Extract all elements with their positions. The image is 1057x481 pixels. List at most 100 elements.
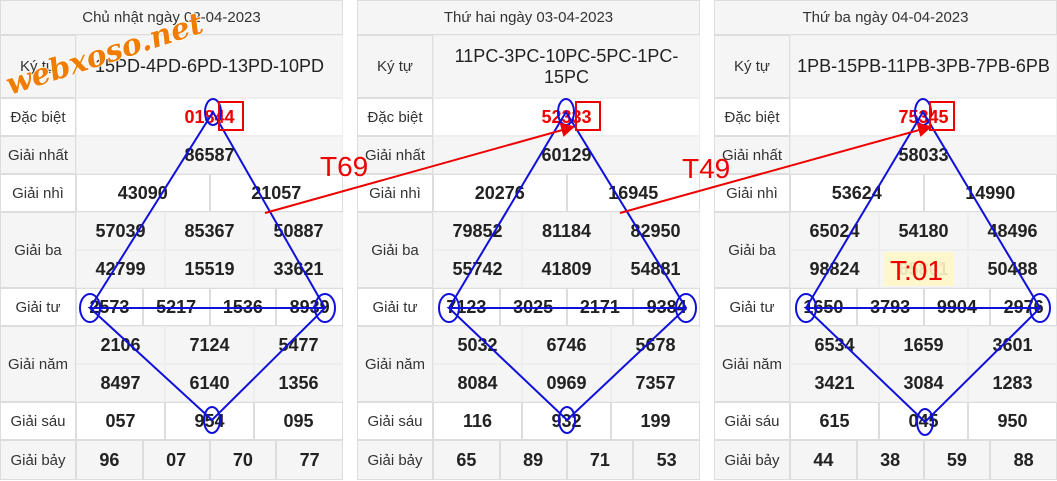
row-label: Giải bảy <box>0 440 76 480</box>
prize-number: 116 <box>433 402 522 440</box>
prize-number: 79852 <box>433 212 522 250</box>
prize-number: 15519 <box>165 250 254 288</box>
annotation: T49 <box>682 153 730 184</box>
prize-number: 59 <box>923 440 991 480</box>
row-label: Giải bảy <box>714 440 790 480</box>
row-label: Giải tư <box>714 288 790 326</box>
prize-number: 42799 <box>76 250 165 288</box>
prize-number: 1356 <box>254 364 343 402</box>
row-label: Giải nhì <box>714 174 790 212</box>
row-label: Giải sáu <box>714 402 790 440</box>
prize-number: 53624 <box>790 174 924 212</box>
prize-number: 5678 <box>611 326 700 364</box>
row-label: Giải nhất <box>714 136 790 174</box>
prize-number: 85367 <box>165 212 254 250</box>
row-label: Giải ba <box>714 212 790 288</box>
prize-number: 48496 <box>968 212 1057 250</box>
table-header: Thứ ba ngày 04-04-2023 <box>714 0 1057 35</box>
prize-number: 53 <box>633 440 700 480</box>
row-label: Giải năm <box>357 326 433 402</box>
prize-number: 96 <box>76 440 143 480</box>
row-label: Đặc biệt <box>714 98 790 136</box>
prize-number: 20276 <box>433 174 567 212</box>
prize-number: 70 <box>209 440 277 480</box>
prize-number: 1659 <box>879 326 968 364</box>
row-label: Ký tự <box>357 35 433 98</box>
prize-number: 0969 <box>522 364 611 402</box>
prize-number: 58033 <box>790 136 1057 174</box>
prize-number: 7357 <box>611 364 700 402</box>
row-label: Giải nhì <box>0 174 76 212</box>
prize-number: 8084 <box>433 364 522 402</box>
prize-number: 81184 <box>522 212 611 250</box>
prize-number: 65 <box>433 440 500 480</box>
links <box>218 101 955 214</box>
prize-number: 60129 <box>433 136 700 174</box>
row-label: Giải ba <box>0 212 76 288</box>
prize-number: 82950 <box>611 212 700 250</box>
prize-number: 8497 <box>76 364 165 402</box>
prize-number: 6534 <box>790 326 879 364</box>
row-label: Giải tư <box>0 288 76 326</box>
prize-number: 095 <box>254 402 343 440</box>
annotation: T:01 <box>890 255 943 286</box>
row-label: Giải nhì <box>357 174 433 212</box>
prize-number: 71 <box>566 440 634 480</box>
prize-number: 50488 <box>968 250 1057 288</box>
prize-number: 41809 <box>522 250 611 288</box>
table-header: Chủ nhật ngày 02-04-2023 <box>0 0 343 35</box>
prize-number: 3421 <box>790 364 879 402</box>
prize-number: 16945 <box>566 174 700 212</box>
row-label: Giải sáu <box>357 402 433 440</box>
prize-number: 54180 <box>879 212 968 250</box>
prize-number: 43090 <box>76 174 210 212</box>
row-label: Giải nhất <box>0 136 76 174</box>
prize-number: 14990 <box>923 174 1057 212</box>
row-label: Đặc biệt <box>0 98 76 136</box>
prize-number: 7124 <box>165 326 254 364</box>
row-label: Giải sáu <box>0 402 76 440</box>
row-label: Giải năm <box>0 326 76 402</box>
prize-number: 057 <box>76 402 165 440</box>
row-label: Giải ba <box>357 212 433 288</box>
prize-number: 5477 <box>254 326 343 364</box>
code-cell: 15PD-4PD-6PD-13PD-10PD <box>76 35 343 98</box>
prize-number: 199 <box>611 402 700 440</box>
code-cell: 11PC-3PC-10PC-5PC-1PC-15PC <box>433 35 700 98</box>
prize-number: 65024 <box>790 212 879 250</box>
annotation-bg <box>884 252 954 286</box>
prize-number: 57039 <box>76 212 165 250</box>
row-label: Giải bảy <box>357 440 433 480</box>
prize-number: 6140 <box>165 364 254 402</box>
row-label: Đặc biệt <box>357 98 433 136</box>
prize-number: 98824 <box>790 250 879 288</box>
prize-number: 1283 <box>968 364 1057 402</box>
prize-number: 3084 <box>879 364 968 402</box>
prize-number: 44 <box>790 440 857 480</box>
prize-number: 86587 <box>76 136 343 174</box>
table-header: Thứ hai ngày 03-04-2023 <box>357 0 700 35</box>
watermark: webxoso.net <box>2 6 208 103</box>
prize-number: 77 <box>276 440 343 480</box>
prize-number: 21057 <box>209 174 343 212</box>
prize-number: 89 <box>499 440 567 480</box>
prize-number: 55742 <box>433 250 522 288</box>
prize-number: 38 <box>856 440 924 480</box>
prize-number: 33621 <box>254 250 343 288</box>
row-label: Giải tư <box>357 288 433 326</box>
prize-number: 2106 <box>76 326 165 364</box>
prize-number: 50887 <box>254 212 343 250</box>
code-cell: 1PB-15PB-11PB-3PB-7PB-6PB <box>790 35 1057 98</box>
row-label: Ký tự <box>714 35 790 98</box>
prize-number: 07 <box>142 440 210 480</box>
prize-number: 88 <box>990 440 1057 480</box>
row-label: Giải nhất <box>357 136 433 174</box>
prize-number: 5032 <box>433 326 522 364</box>
row-label: Ký tự <box>0 35 76 98</box>
row-label: Giải năm <box>714 326 790 402</box>
prize-number: 950 <box>968 402 1057 440</box>
prize-number: 954 <box>165 402 254 440</box>
prize-number: 3601 <box>968 326 1057 364</box>
